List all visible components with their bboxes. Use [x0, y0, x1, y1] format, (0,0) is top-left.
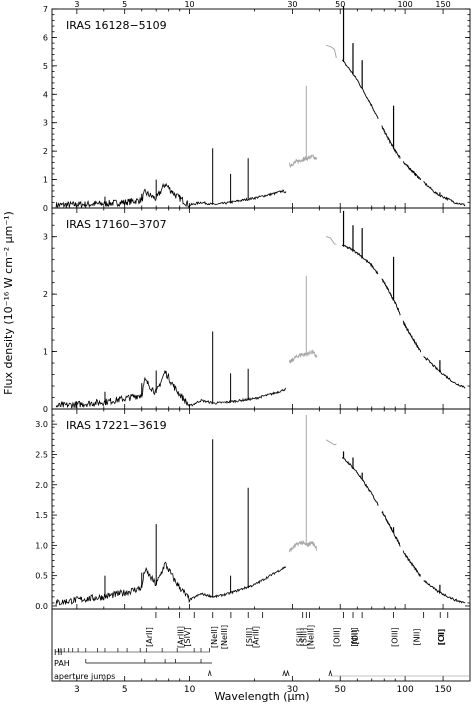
y-tick-label: 0: [43, 204, 48, 213]
x-tick-label-top: 3: [74, 0, 79, 9]
y-tick-label: 7: [43, 5, 48, 14]
line-id-label: [NIII]: [350, 627, 359, 646]
y-tick-label: 0.5: [35, 572, 48, 581]
line-id-label: [NeII]: [210, 626, 219, 648]
panel-frame: [51, 8, 471, 209]
line-id-label: [ArII]: [145, 627, 154, 647]
panel-3: 0.0 0.5 1.0 1.5 2.0 2.5 3.0 IRAS 17221−3619: [35, 408, 471, 611]
y-tick-label: 3: [43, 233, 48, 242]
line-id-label: [NII]: [413, 629, 422, 646]
spectrum-shortwave: [55, 182, 287, 209]
y-tick-label: 2.5: [35, 450, 48, 459]
panel-2: 0 1 2 3 IRAS 17160−3707: [43, 207, 471, 414]
spectrum-longwave: [402, 320, 422, 353]
line-id-label: [OIII]: [391, 627, 400, 647]
x-tick-label-bottom: 100: [397, 685, 414, 695]
row-label: PAH: [54, 659, 70, 668]
y-tick-label: 3.0: [35, 420, 48, 429]
spectrum-longwave: [381, 125, 401, 159]
spectrum-longwave: [402, 161, 422, 181]
x-tick-label-bottom: 150: [434, 685, 451, 695]
y-tick-label: 1.5: [35, 511, 48, 520]
spectrum-shortwave: [55, 561, 287, 606]
aperture-jump-marker: [285, 669, 290, 677]
x-tick-label-top: 50: [335, 0, 345, 9]
spectrum-longwave: [381, 510, 401, 547]
line-id-label: [OIII]: [333, 627, 342, 647]
line-id-label: [OI]: [437, 630, 446, 645]
aperture-jump-marker: [328, 669, 333, 677]
y-tick-label: 0.0: [35, 602, 48, 611]
x-tick-label-bottom: 5: [122, 685, 128, 695]
y-tick-label: 3: [43, 119, 48, 128]
y-tick-label: 4: [43, 90, 48, 99]
y-tick-label: 2: [43, 290, 48, 299]
line-id-label: [ArIII]: [177, 626, 186, 648]
spectrum-lh-gray: [288, 349, 318, 364]
y-tick-label: 1: [43, 348, 48, 357]
y-tick-label: 1: [43, 176, 48, 185]
spectrum-longwave: [341, 59, 379, 120]
spectrum-lh-gray: [288, 154, 318, 169]
panel-frame: [51, 408, 471, 610]
row-label: aperture jumps: [54, 672, 115, 681]
line-id-label: [NeIII]: [220, 625, 229, 649]
y-tick-label: 1.0: [35, 541, 48, 550]
line-id-label: [OI]: [351, 630, 360, 645]
aperture-jump-marker: [282, 669, 287, 677]
x-tick-label-top: 30: [287, 0, 297, 9]
row-label: HI: [54, 648, 62, 657]
x-tick-label-top: 100: [397, 0, 412, 9]
spectrum-lws-gray: [325, 439, 337, 446]
spectrum-lws-gray: [325, 44, 337, 59]
spectrum-shortwave: [55, 370, 287, 409]
y-axis-label: Flux density (10⁻¹⁶ W cm⁻² μm⁻¹): [2, 211, 15, 395]
y-tick-label: 2: [43, 147, 48, 156]
line-id-frame: [51, 608, 471, 682]
spectrum-longwave: [342, 456, 379, 506]
line-id-label: [SiII]: [295, 628, 304, 646]
x-axis-label: Wavelength (μm): [214, 690, 309, 703]
spectrum-longwave: [423, 355, 466, 389]
panel-label: IRAS 17160−3707: [66, 218, 167, 231]
line-id-label: [CII]: [437, 629, 446, 646]
x-tick-label-bottom: 10: [184, 685, 196, 695]
spectrum-longwave: [341, 244, 379, 275]
x-tick-label-top: 10: [184, 0, 194, 9]
spectrum-lh-gray: [288, 539, 318, 553]
y-tick-label: 2.0: [35, 481, 48, 490]
spectrum-longwave: [381, 278, 401, 316]
panel-1: 0 1 2 3 4 5 6 7 IRAS 16128−5109: [43, 5, 471, 213]
spectrum-longwave: [423, 181, 466, 207]
x-tick-label-bottom: 3: [74, 685, 80, 695]
line-id-label: [ArIII]: [252, 626, 261, 648]
x-tick-label-top: 5: [122, 0, 127, 9]
y-tick-label: 5: [43, 62, 48, 71]
x-tick-label-bottom: 30: [287, 685, 299, 695]
line-id-label: [SIV]: [183, 627, 192, 646]
y-tick-label: 6: [43, 33, 48, 42]
line-id-label: [NeIII]: [307, 625, 316, 649]
spectrum-longwave: [423, 580, 466, 604]
panel-label: IRAS 16128−5109: [66, 19, 167, 32]
panel-label: IRAS 17221−3619: [66, 419, 167, 432]
panel-frame: [51, 207, 471, 410]
line-id-label: [SIII]: [245, 628, 254, 646]
spectrum-longwave: [402, 550, 421, 578]
aperture-jump-marker: [207, 669, 212, 677]
x-tick-label-bottom: 50: [335, 685, 347, 695]
y-tick-label: 0: [43, 405, 48, 414]
spectrum-lws-gray: [325, 236, 337, 245]
line-id-label: [SIII]: [300, 628, 309, 646]
x-tick-label-top: 150: [435, 0, 450, 9]
